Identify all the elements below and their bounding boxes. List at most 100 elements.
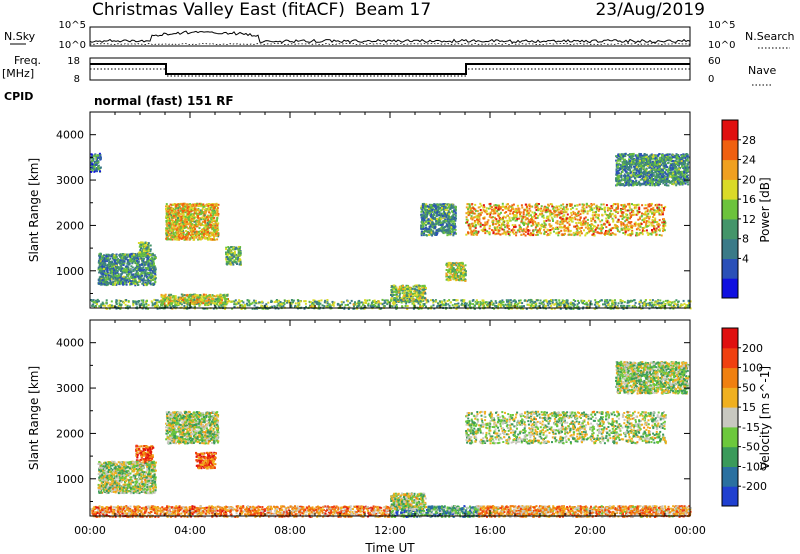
echo-cell [165, 203, 168, 206]
echo-cell [201, 295, 204, 298]
echo-cell [326, 302, 329, 305]
echo-cell [422, 289, 425, 292]
echo-cell [314, 300, 316, 303]
echo-cell [394, 293, 397, 296]
echo-cell [438, 229, 441, 232]
echo-cell [114, 258, 117, 260]
echo-cell [133, 260, 135, 263]
echo-cell [146, 299, 148, 302]
echo-cell [171, 235, 174, 238]
echo-cell [435, 300, 438, 303]
echo-cell [357, 305, 360, 307]
echo-cell [141, 274, 143, 277]
echo-cell [147, 280, 150, 283]
echo-cell [246, 302, 248, 305]
echo-cell [226, 256, 228, 258]
echo-cell [177, 229, 180, 232]
echo-cell [125, 268, 128, 271]
echo-cell [358, 299, 361, 302]
echo-cell [217, 222, 220, 225]
echo-cell [113, 280, 116, 283]
echo-cell [142, 259, 145, 262]
echo-cell [183, 294, 186, 297]
echo-cell [309, 301, 312, 304]
echo-cell [186, 305, 189, 308]
echo-cell [604, 299, 607, 302]
echo-cell [107, 277, 110, 280]
echo-cell [96, 300, 99, 303]
echo-cell [442, 221, 445, 224]
echo-cell [140, 273, 142, 276]
echo-cell [660, 303, 663, 306]
echo-cell [202, 293, 205, 296]
echo-cell [107, 259, 110, 262]
echo-cell [136, 263, 139, 266]
echo-cell [171, 219, 174, 222]
echo-cell [200, 222, 202, 225]
echo-cell [223, 296, 226, 298]
echo-cell [657, 302, 660, 305]
echo-cell [98, 259, 101, 262]
echo-cell [224, 307, 226, 310]
echo-cell [135, 258, 138, 261]
echo-cell [277, 307, 280, 310]
echo-cell [425, 213, 427, 216]
echo-cell [106, 267, 109, 270]
echo-cell [223, 305, 226, 307]
echo-cell [125, 283, 128, 286]
echo-cell [229, 300, 232, 303]
echo-cell [367, 304, 370, 307]
echo-cell [427, 222, 430, 225]
echo-cell [565, 307, 567, 310]
echo-cell [210, 300, 213, 302]
echo-cell [122, 283, 125, 286]
echo-cell [212, 307, 215, 310]
echo-cell [143, 268, 146, 271]
echo-cell [677, 300, 680, 303]
echo-cell [438, 217, 441, 220]
echo-cell [243, 305, 246, 308]
echo-cell [208, 211, 211, 214]
freq-tick-low: 8 [74, 74, 80, 85]
echo-cell [115, 283, 118, 286]
echo-cell [205, 299, 207, 302]
echo-cell [170, 229, 173, 232]
echo-cell [566, 304, 569, 307]
echo-cell [555, 301, 558, 304]
echo-cell [410, 291, 413, 293]
echo-cell [137, 275, 139, 278]
echo-cell [312, 305, 314, 308]
echo-cell [154, 271, 157, 273]
echo-cell [137, 281, 140, 284]
echo-cell [102, 273, 104, 275]
echo-cell [202, 302, 205, 305]
echo-cell [681, 304, 684, 307]
echo-cell [442, 203, 445, 206]
nsearch-label: N.Search [745, 30, 795, 43]
echo-cell [421, 206, 424, 209]
echo-cell [370, 305, 373, 308]
echo-cell [316, 303, 319, 306]
echo-cell [396, 306, 398, 308]
echo-cell [209, 214, 212, 217]
echo-cell [228, 259, 231, 262]
echo-cell [180, 218, 183, 221]
echo-cell [324, 301, 327, 304]
echo-cell [594, 299, 597, 302]
echo-cell [419, 300, 422, 303]
echo-cell [204, 237, 206, 240]
echo-cell [494, 304, 496, 307]
echo-cell [125, 256, 128, 259]
echo-cell [304, 300, 307, 303]
echo-cell [173, 299, 176, 302]
echo-cell [134, 262, 137, 265]
echo-cell [237, 302, 240, 305]
echo-cell [360, 305, 363, 308]
echo-cell [120, 256, 123, 259]
echo-cell [140, 302, 143, 305]
echo-cell [124, 271, 127, 274]
echo-cell [415, 285, 418, 288]
echo-cell [626, 299, 629, 302]
echo-cell [294, 302, 297, 305]
echo-cell [142, 249, 145, 252]
